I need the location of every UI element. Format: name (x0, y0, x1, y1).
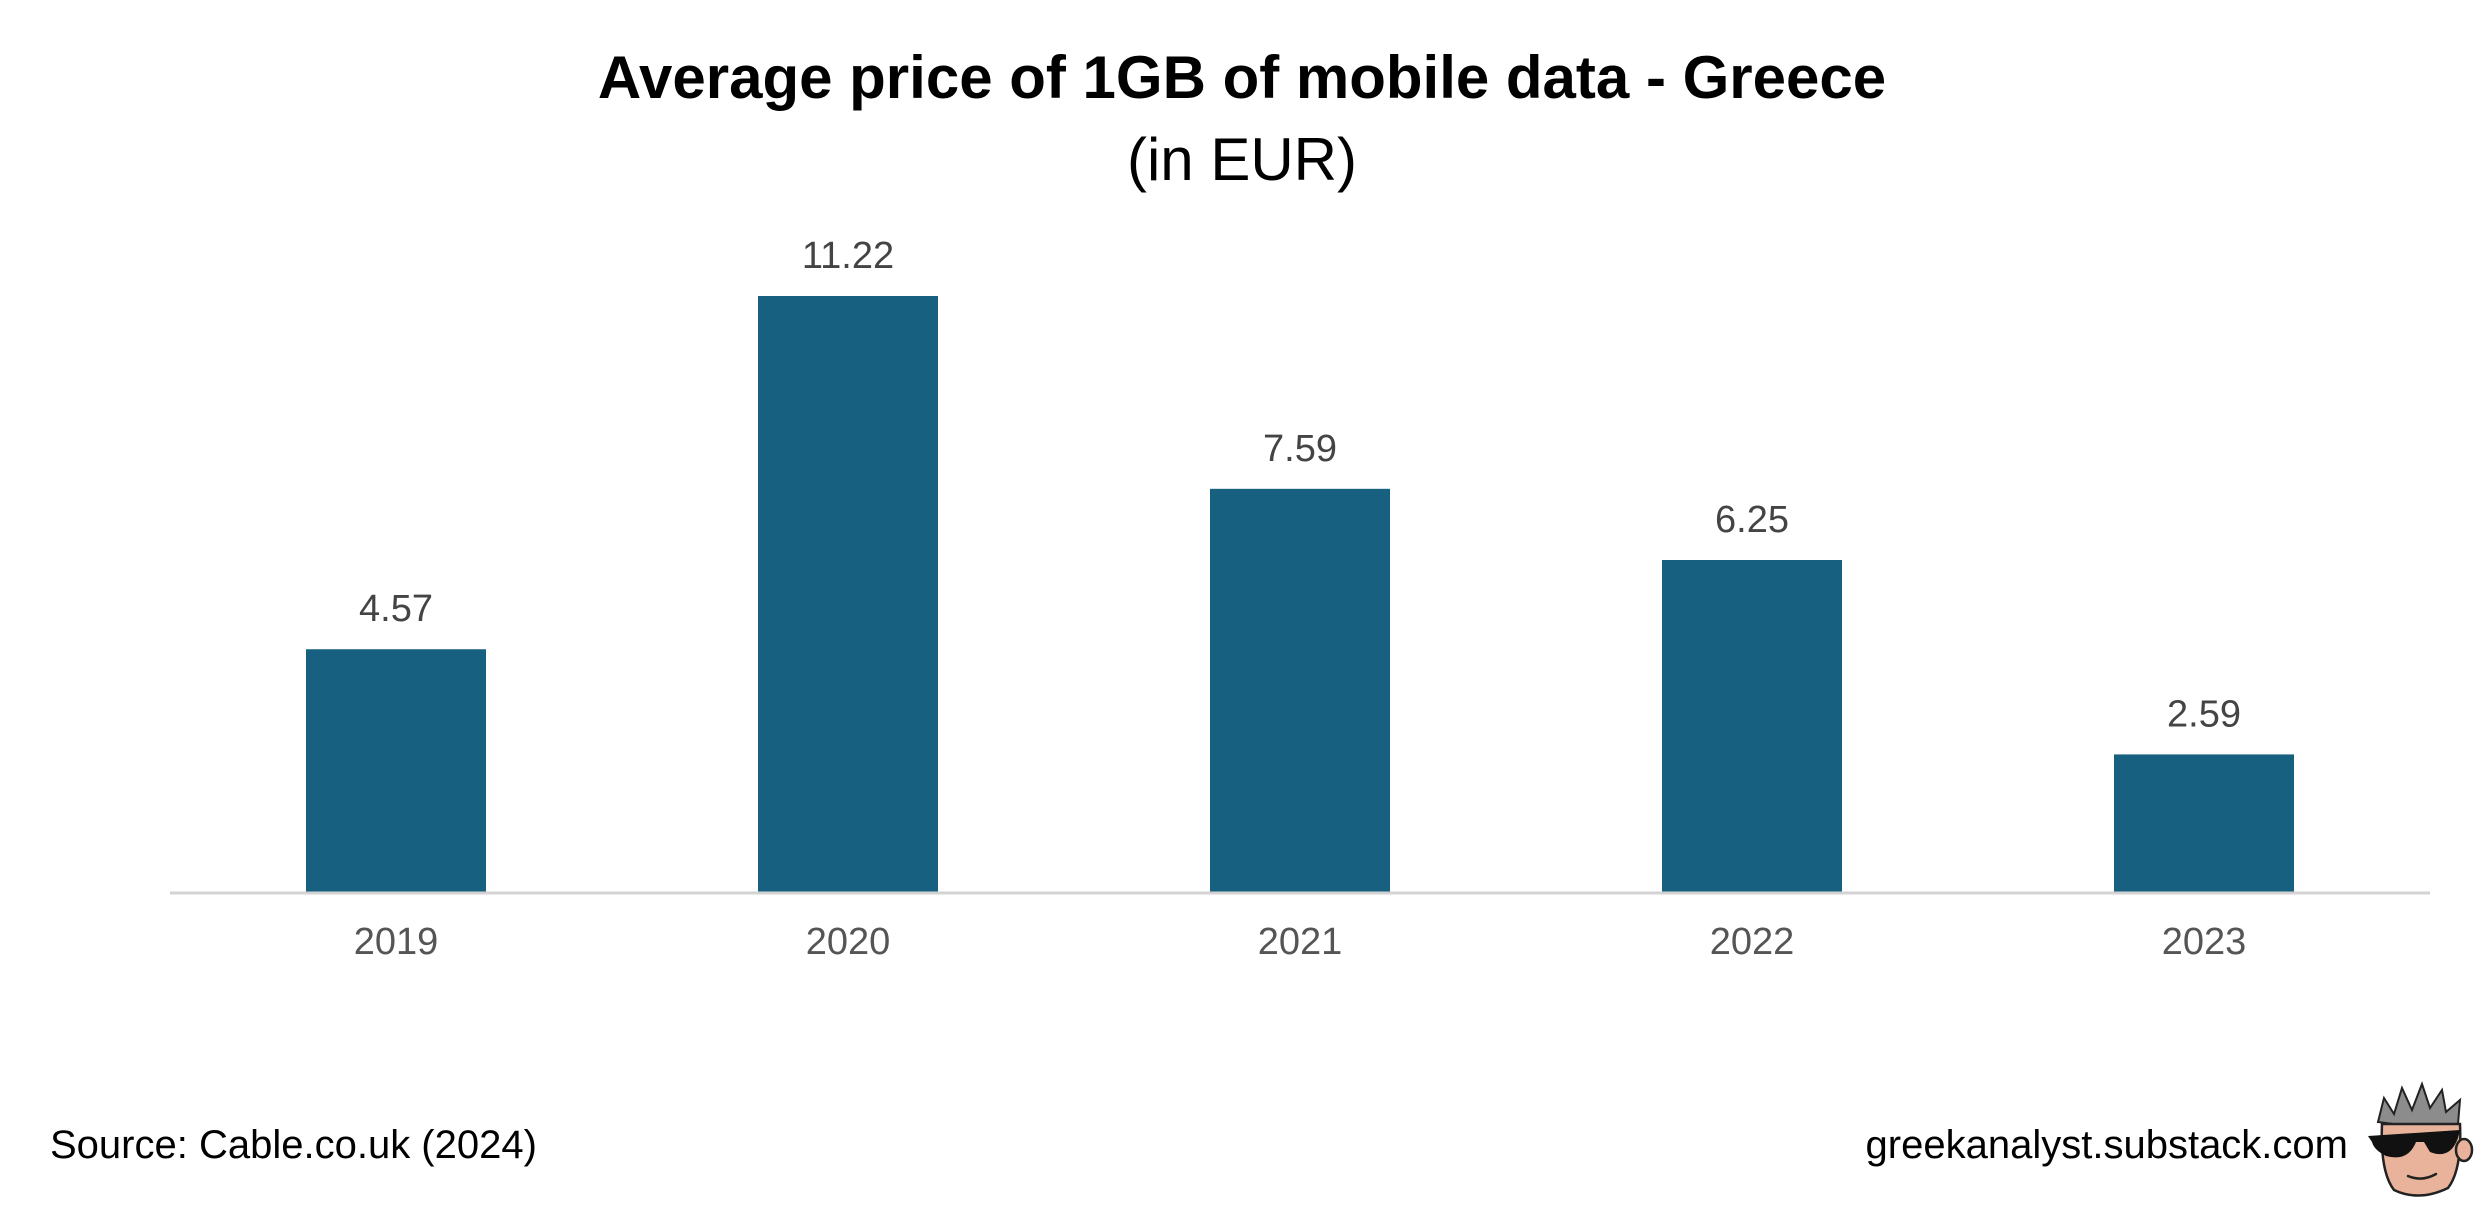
bar-2023 (2114, 754, 2294, 892)
data-label-2019: 4.57 (359, 588, 433, 630)
sunglasses-face-icon (2368, 1081, 2474, 1197)
chart-subtitle: (in EUR) (1126, 126, 1357, 193)
x-tick-label-2020: 2020 (806, 921, 891, 963)
chart-title: Average price of 1GB of mobile data - Gr… (597, 44, 1887, 111)
data-label-2022: 6.25 (1715, 499, 1789, 541)
bar-2019 (306, 649, 486, 892)
data-label-2023: 2.59 (2167, 693, 2241, 735)
bar-2022 (1662, 560, 1842, 892)
x-tick-label-2023: 2023 (2162, 921, 2247, 963)
x-tick-label-2022: 2022 (1710, 921, 1795, 963)
x-tick-label-2019: 2019 (354, 921, 439, 963)
data-label-2020: 11.22 (802, 235, 894, 277)
site-link[interactable]: greekanalyst.substack.com (1865, 1123, 2348, 1167)
x-tick-label-2021: 2021 (1258, 921, 1343, 963)
bar-2020 (758, 296, 938, 892)
bar-2021 (1210, 488, 1390, 892)
data-label-2021: 7.59 (1263, 428, 1337, 470)
source-note: Source: Cable.co.uk (2024) (50, 1123, 537, 1167)
